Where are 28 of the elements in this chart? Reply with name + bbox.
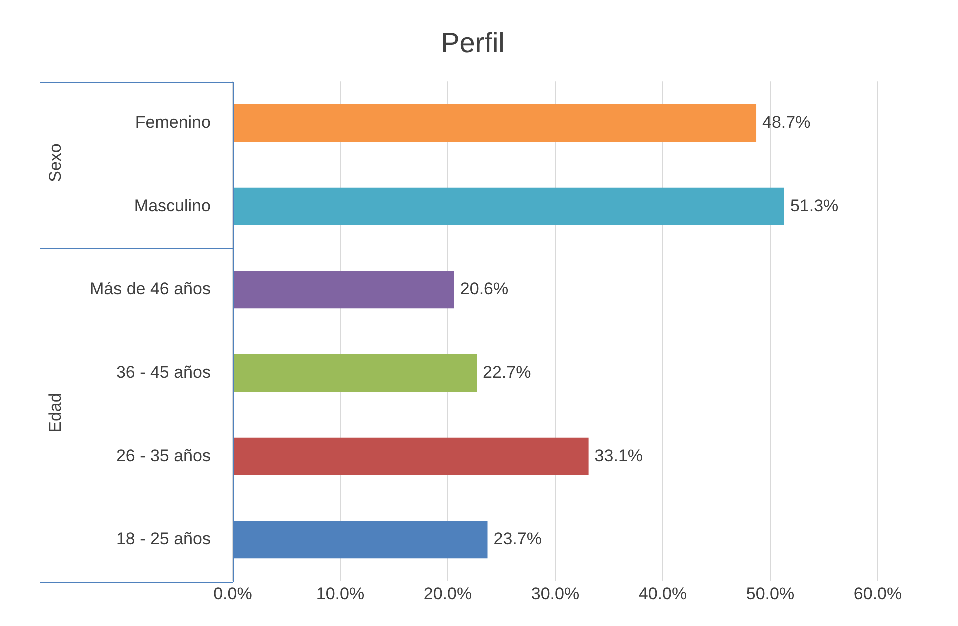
y-tick-label: 36 - 45 años	[116, 362, 211, 382]
x-tick-label: 10.0%	[316, 584, 365, 604]
y-tick-label: Más de 46 años	[90, 280, 211, 299]
bar	[233, 354, 478, 392]
data-label: 22.7%	[483, 362, 532, 382]
bar	[233, 438, 589, 476]
y-tick-label: 18 - 25 años	[116, 530, 211, 549]
x-tick-label: 60.0%	[854, 584, 902, 604]
bar	[233, 521, 488, 559]
x-tick-label: 20.0%	[424, 584, 472, 604]
y-tick-label: Masculino	[134, 196, 211, 216]
data-label: 48.7%	[762, 112, 811, 132]
y-tick-label: Femenino	[135, 112, 211, 132]
data-label: 33.1%	[594, 446, 644, 466]
bar	[233, 104, 757, 142]
x-tick-label: 50.0%	[746, 584, 795, 604]
data-label: 20.6%	[460, 280, 509, 299]
data-label: 23.7%	[494, 530, 542, 549]
chart-title: Perfil	[441, 28, 505, 59]
data-label: 51.3%	[790, 196, 839, 216]
text: Edad	[46, 392, 66, 435]
x-tick-label: 40.0%	[638, 584, 688, 604]
bar	[233, 271, 454, 309]
bar	[233, 188, 784, 226]
x-tick-label: 0.0%	[214, 584, 252, 604]
y-tick-label: 26 - 35 años	[116, 446, 211, 466]
text: Sexo	[46, 142, 66, 184]
x-tick-label: 30.0%	[531, 584, 580, 604]
